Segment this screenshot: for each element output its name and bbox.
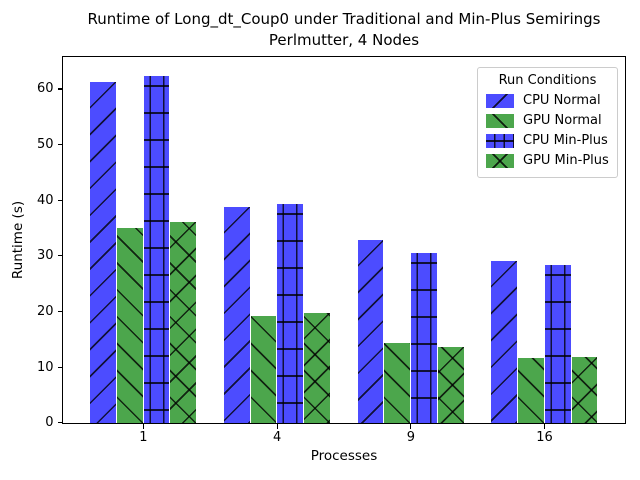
bar-cpu-normal-p16 xyxy=(491,260,518,423)
legend-swatch-cpu-normal xyxy=(486,94,514,108)
y-axis-label: Runtime (s) xyxy=(10,200,26,280)
x-tick-label: 1 xyxy=(139,430,148,445)
x-tick-label: 16 xyxy=(536,430,553,445)
y-tick-label: 10 xyxy=(36,359,54,375)
legend-title: Run Conditions xyxy=(498,73,597,88)
x-tick-mark xyxy=(410,424,412,429)
y-tick-label: 20 xyxy=(36,304,54,319)
legend-label: CPU Min-Plus xyxy=(523,133,608,148)
y-tick-label: 30 xyxy=(36,248,54,264)
legend-item: CPU Min-Plus xyxy=(484,131,611,151)
y-tick-label: 50 xyxy=(36,137,54,153)
legend-swatch-cpu-min-plus xyxy=(486,134,514,148)
x-axis-label: Processes xyxy=(310,448,378,464)
legend-item: CPU Normal xyxy=(484,91,611,111)
bar-cpu-normal-p4 xyxy=(223,207,250,423)
chart-title-line1: Runtime of Long_dt_Coup0 under Tradition… xyxy=(87,10,601,28)
bar-gpu-normal-p4 xyxy=(250,315,277,423)
y-tick-mark xyxy=(57,143,62,146)
bar-gpu-min-plus-p9 xyxy=(437,346,464,423)
legend-item: GPU Normal xyxy=(484,111,611,131)
chart-title: Runtime of Long_dt_Coup0 under Tradition… xyxy=(62,9,626,51)
x-tick-label: 4 xyxy=(273,430,282,445)
x-tick-label: 9 xyxy=(406,430,415,445)
bar-gpu-min-plus-p1 xyxy=(170,221,197,423)
bar-cpu-min-plus-p1 xyxy=(143,76,170,423)
chart-title-line2: Perlmutter, 4 Nodes xyxy=(268,31,420,49)
legend-label: GPU Min-Plus xyxy=(523,153,609,168)
bar-gpu-normal-p16 xyxy=(518,358,544,423)
x-tick-mark xyxy=(543,424,546,429)
legend-label: CPU Normal xyxy=(523,93,601,108)
legend: Run Conditions CPU Normal GPU Normal CPU… xyxy=(477,67,618,178)
y-tick-label: 40 xyxy=(36,192,54,208)
legend-label: GPU Normal xyxy=(523,113,602,128)
bar-gpu-normal-p9 xyxy=(384,343,411,423)
y-tick-mark xyxy=(57,310,62,313)
legend-item: GPU Min-Plus xyxy=(484,151,611,171)
y-tick-label: 0 xyxy=(45,415,54,431)
bar-cpu-min-plus-p16 xyxy=(544,264,571,423)
bar-cpu-min-plus-p4 xyxy=(277,203,304,423)
bar-cpu-normal-p9 xyxy=(357,239,384,423)
bar-gpu-min-plus-p16 xyxy=(571,356,598,423)
y-tick-mark xyxy=(57,366,62,368)
x-tick-mark xyxy=(276,424,278,429)
legend-swatch-gpu-normal xyxy=(486,114,514,128)
y-tick-mark xyxy=(57,199,62,201)
bar-gpu-min-plus-p4 xyxy=(304,312,330,423)
y-tick-label: 60 xyxy=(36,81,54,97)
legend-swatch-gpu-min-plus xyxy=(486,154,514,168)
y-tick-mark xyxy=(57,88,62,90)
bar-gpu-normal-p1 xyxy=(116,228,143,423)
bar-cpu-normal-p1 xyxy=(90,82,116,423)
x-tick-mark xyxy=(142,424,145,429)
y-tick-mark xyxy=(57,422,62,424)
bar-cpu-min-plus-p9 xyxy=(411,253,437,423)
y-tick-mark xyxy=(57,255,62,257)
